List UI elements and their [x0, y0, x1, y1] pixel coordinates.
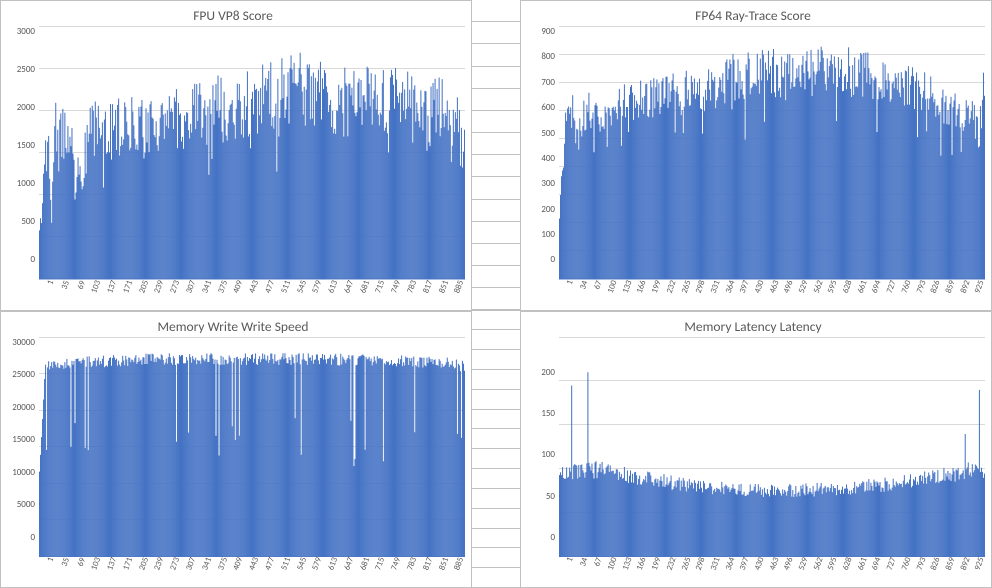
chart-raytrace: FP64 Ray-Trace Score 9008007006005004003… — [520, 0, 992, 311]
x-axis-ticks: 1346710013316619923226529833136439743046… — [521, 280, 985, 308]
x-axis-ticks: 1346710013316619923226529833136439743046… — [521, 557, 985, 585]
y-axis-ticks: 9008007006005004003002001000 — [521, 26, 559, 280]
x-axis-ticks: 1356910313717120523927330734137540944347… — [1, 280, 465, 308]
plot-area — [39, 26, 465, 280]
y-axis-ticks: 300025002000150010005000 — [1, 26, 39, 280]
chart-title: Memory Write Write Speed — [157, 318, 308, 335]
plot-area — [559, 26, 985, 280]
chart-memory-write: Memory Write Write Speed 300002500020000… — [0, 311, 472, 588]
y-axis-ticks: 200150100500 — [521, 337, 559, 558]
x-axis-ticks: 1356910313717120523927330734137540944347… — [1, 557, 465, 585]
plot-area — [559, 337, 985, 558]
plot-area — [39, 337, 465, 558]
chart-fpu-vp8: FPU VP8 Score 300025002000150010005000 1… — [0, 0, 472, 311]
chart-title: FP64 Ray-Trace Score — [695, 7, 811, 24]
column-gutter — [472, 0, 520, 311]
chart-title: Memory Latency Latency — [684, 318, 821, 335]
chart-title: FPU VP8 Score — [193, 7, 273, 24]
column-gutter — [472, 311, 520, 588]
y-axis-ticks: 300002500020000150001000050000 — [1, 337, 39, 558]
chart-memory-latency: Memory Latency Latency 200150100500 1346… — [520, 311, 992, 588]
